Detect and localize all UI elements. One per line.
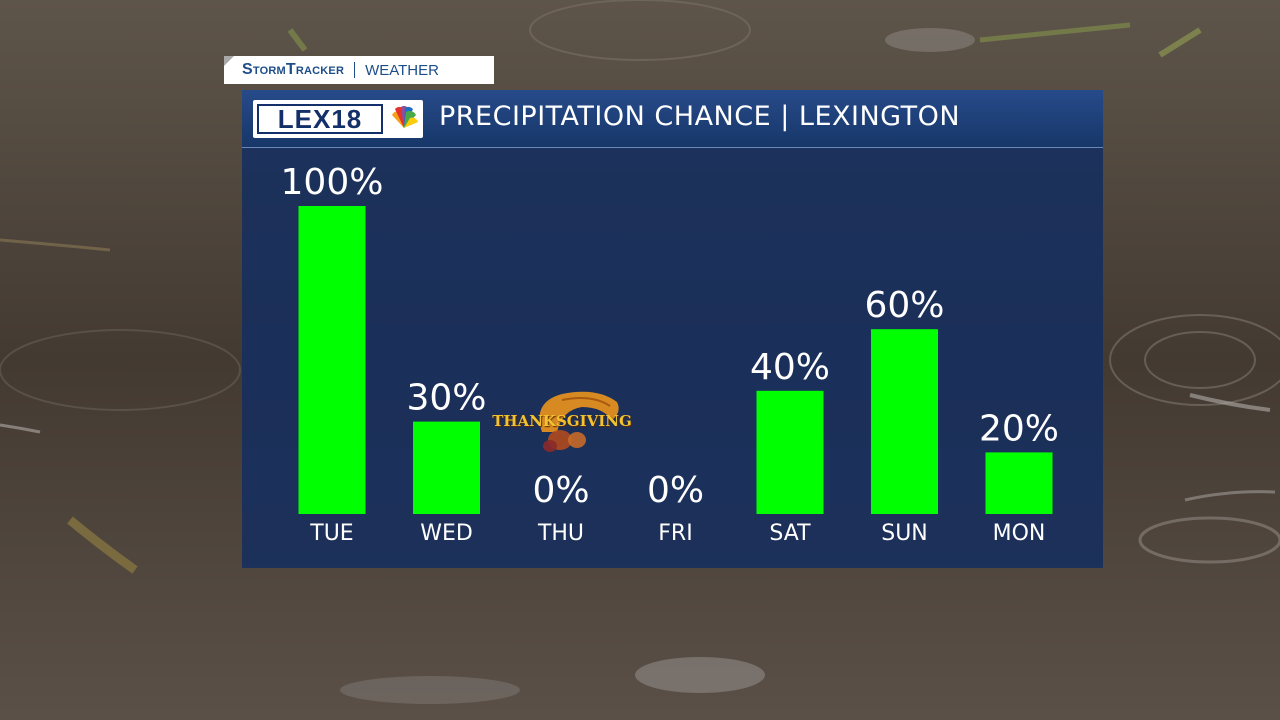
chart-title: PRECIPITATION CHANCE | LEXINGTON [439,101,961,132]
tick-label-sat: SAT [769,521,811,546]
tick-label-thu: THU [537,521,584,546]
lex18-logo-frame: LEX18 [257,104,383,134]
bar-wed [413,421,480,514]
precipitation-bar-chart: 100% TUE 30% WED 0% THU 0% FRI 40% SAT 60% SUN 20% MO… [281,162,1059,546]
data-label-tue: 100% [281,162,384,203]
tick-label-wed: WED [420,521,473,546]
tag-corner-accent [224,56,234,66]
bar-sun [871,329,938,514]
data-label-fri: 0% [647,470,704,511]
lex18-logo: LEX18 [253,100,423,138]
thanksgiving-label: THANKSGIVING [492,412,632,430]
nbc-peacock-icon [392,106,418,128]
tick-label-sun: SUN [881,521,928,546]
bar-tue [298,206,366,514]
forecast-panel: LEX18 PRECIPITATION CHANCE | LEXINGTON 1… [242,90,1103,568]
tick-label-tue: TUE [309,521,353,546]
cornucopia-icon [539,391,619,452]
data-label-sun: 60% [864,285,944,326]
lex18-logo-text: LEX18 [277,104,363,134]
panel-header: LEX18 PRECIPITATION CHANCE | LEXINGTON [242,90,1103,148]
stormtracker-brand-label: StormTracker [242,61,345,78]
bar-mon [985,452,1053,514]
weather-section-label: WEATHER [365,61,439,79]
thanksgiving-annotation: THANKSGIVING [482,382,652,462]
stormtracker-weather-tag: StormTracker WEATHER [224,56,494,84]
data-label-thu: 0% [532,470,589,511]
tick-label-mon: MON [993,521,1046,546]
data-label-wed: 30% [406,378,486,419]
tick-label-fri: FRI [658,521,692,546]
tag-divider [354,62,356,78]
bar-sat [756,390,824,514]
data-label-mon: 20% [979,408,1059,449]
data-label-sat: 40% [750,347,830,388]
